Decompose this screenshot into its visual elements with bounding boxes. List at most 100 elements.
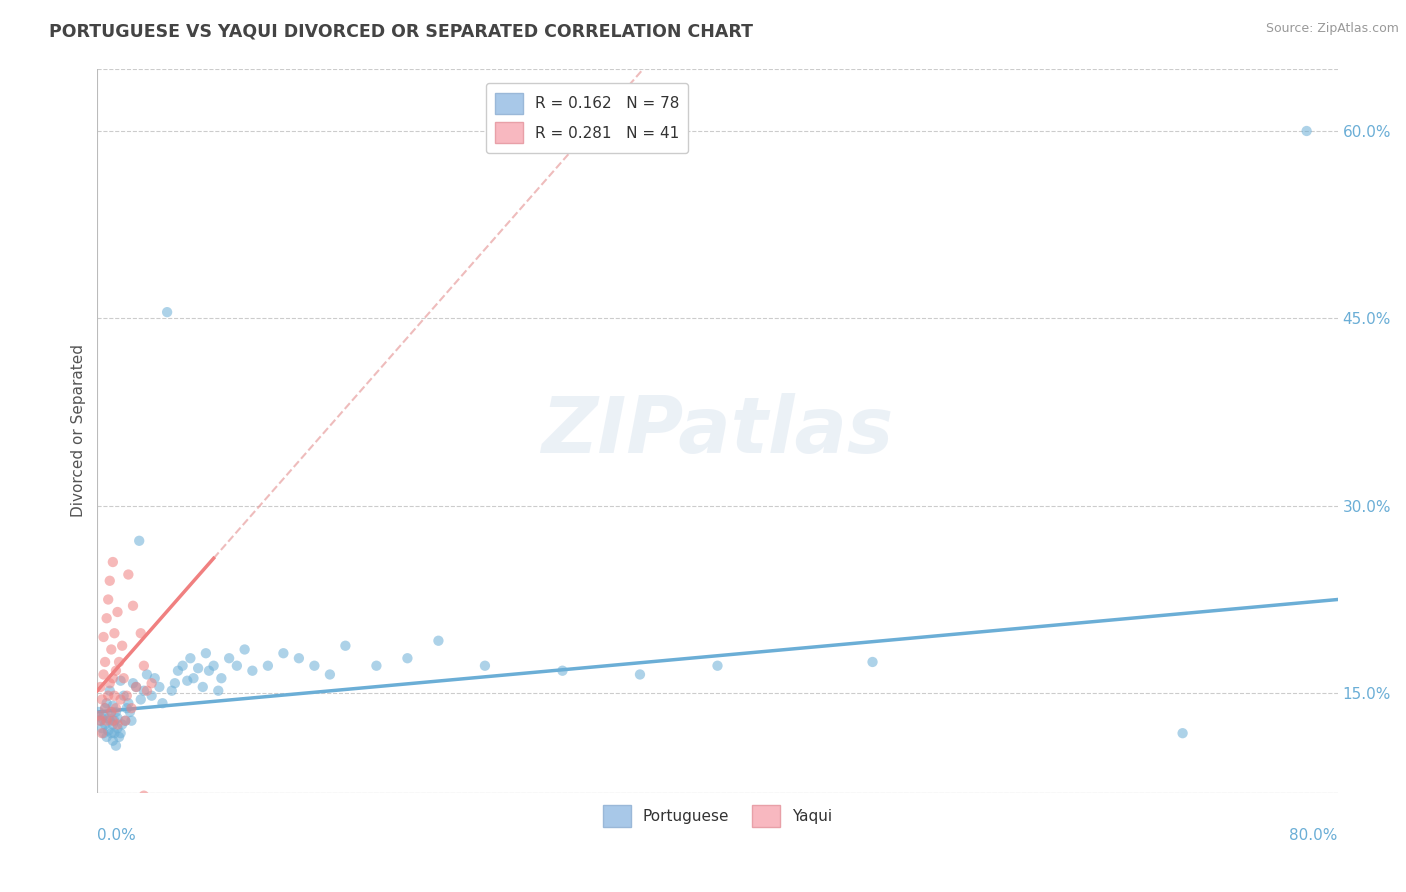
Point — [100, 642, 122, 657]
Point — [218, 651, 240, 665]
Point — [97, 689, 120, 703]
Point — [115, 701, 138, 715]
Point — [152, 696, 174, 710]
Point — [427, 633, 450, 648]
Point — [122, 599, 145, 613]
Point — [120, 714, 142, 728]
Point — [97, 711, 120, 725]
Text: 0.0%: 0.0% — [97, 828, 136, 843]
Point — [128, 533, 150, 548]
Point — [114, 714, 136, 728]
Point — [167, 664, 190, 678]
Point — [183, 671, 205, 685]
Point — [101, 714, 124, 728]
Point — [273, 646, 295, 660]
Point — [176, 673, 198, 688]
Point — [97, 592, 120, 607]
Point — [101, 717, 124, 731]
Point — [194, 646, 217, 660]
Point — [103, 626, 125, 640]
Point — [706, 658, 728, 673]
Point — [93, 726, 115, 740]
Point — [94, 655, 117, 669]
Point — [104, 705, 127, 719]
Point — [87, 705, 110, 719]
Point — [122, 676, 145, 690]
Point — [118, 705, 141, 719]
Point — [93, 667, 115, 681]
Point — [117, 567, 139, 582]
Point — [100, 705, 122, 719]
Point — [257, 658, 280, 673]
Point — [110, 726, 132, 740]
Point — [94, 701, 117, 715]
Point — [93, 630, 115, 644]
Point — [96, 730, 118, 744]
Point — [156, 305, 179, 319]
Point — [163, 676, 186, 690]
Point — [103, 714, 125, 728]
Point — [233, 642, 256, 657]
Point — [179, 651, 201, 665]
Point — [101, 555, 124, 569]
Point — [107, 711, 129, 725]
Point — [474, 658, 496, 673]
Point — [141, 689, 163, 703]
Point — [96, 714, 118, 728]
Point — [551, 664, 574, 678]
Point — [108, 655, 131, 669]
Point — [110, 692, 132, 706]
Point — [396, 651, 419, 665]
Point — [104, 739, 127, 753]
Point — [101, 698, 124, 713]
Point — [136, 667, 159, 681]
Legend: Portuguese, Yaqui: Portuguese, Yaqui — [598, 798, 838, 832]
Point — [202, 658, 225, 673]
Point — [87, 708, 110, 723]
Point — [103, 689, 125, 703]
Point — [89, 714, 111, 728]
Point — [112, 671, 135, 685]
Point — [93, 708, 115, 723]
Point — [242, 664, 264, 678]
Point — [107, 721, 129, 735]
Point — [132, 683, 155, 698]
Point — [97, 723, 120, 738]
Y-axis label: Divorced or Separated: Divorced or Separated — [72, 344, 86, 517]
Point — [136, 683, 159, 698]
Point — [143, 671, 166, 685]
Point — [94, 717, 117, 731]
Point — [104, 664, 127, 678]
Point — [114, 714, 136, 728]
Point — [172, 658, 194, 673]
Point — [225, 658, 247, 673]
Point — [107, 717, 129, 731]
Point — [160, 683, 183, 698]
Point — [103, 726, 125, 740]
Point — [132, 658, 155, 673]
Point — [125, 680, 148, 694]
Point — [108, 730, 131, 744]
Point — [141, 676, 163, 690]
Point — [98, 676, 121, 690]
Point — [104, 701, 127, 715]
Point — [91, 711, 114, 725]
Point — [115, 689, 138, 703]
Point — [91, 721, 114, 735]
Point — [148, 680, 170, 694]
Point — [366, 658, 388, 673]
Point — [94, 701, 117, 715]
Point — [89, 714, 111, 728]
Point — [101, 671, 124, 685]
Point — [129, 626, 152, 640]
Point — [107, 605, 129, 619]
Point — [98, 683, 121, 698]
Point — [628, 667, 651, 681]
Point — [98, 714, 121, 728]
Point — [96, 696, 118, 710]
Point — [129, 692, 152, 706]
Point — [112, 689, 135, 703]
Text: 80.0%: 80.0% — [1289, 828, 1337, 843]
Point — [304, 658, 326, 673]
Point — [198, 664, 221, 678]
